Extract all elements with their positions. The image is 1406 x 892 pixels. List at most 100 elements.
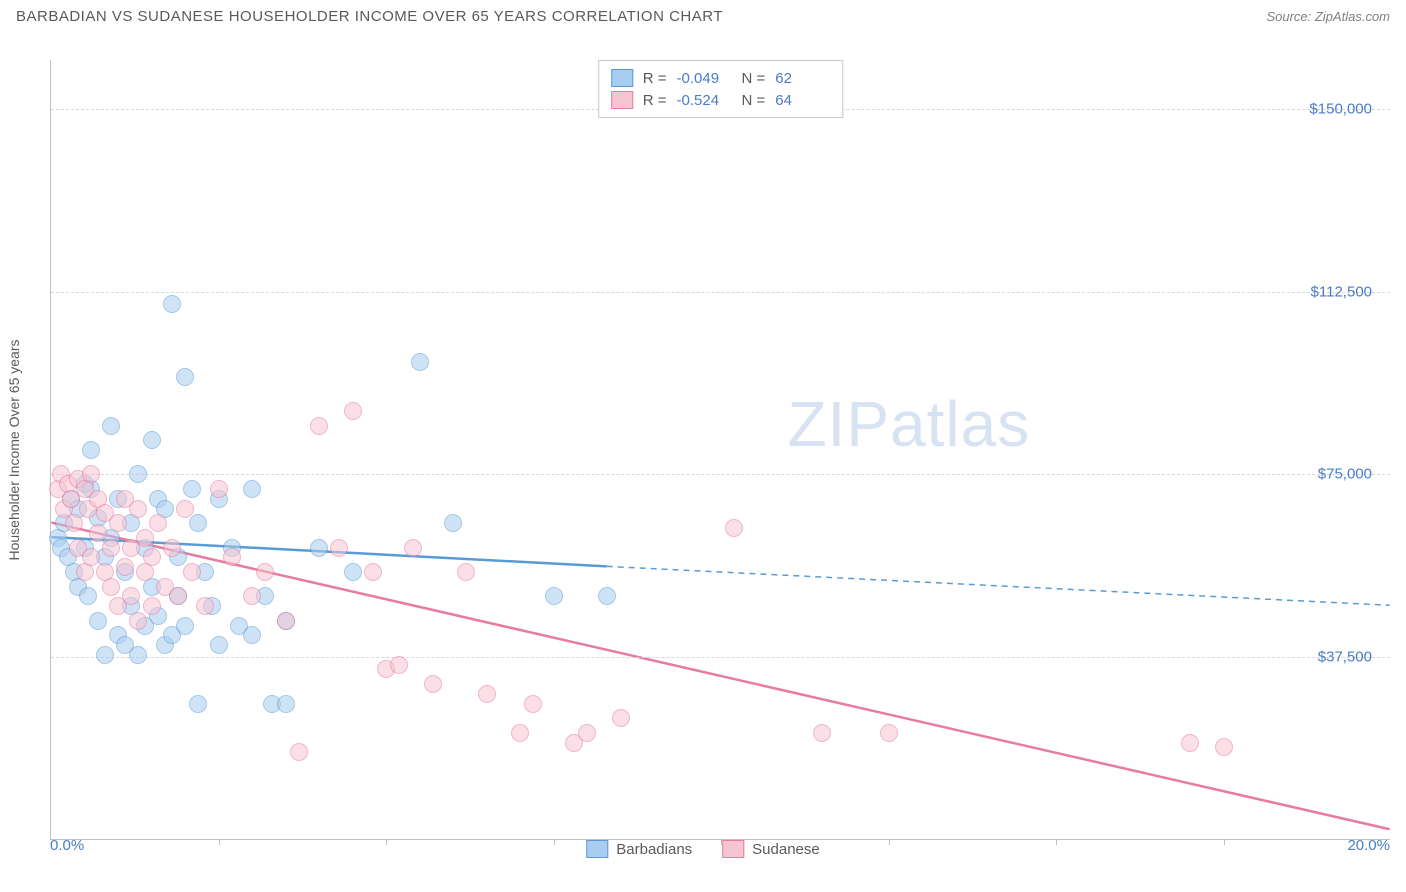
scatter-point	[176, 617, 194, 635]
scatter-point	[169, 587, 187, 605]
legend-swatch	[722, 840, 744, 858]
legend-swatch	[611, 69, 633, 87]
ytick-label: $75,000	[1318, 466, 1372, 483]
n-label: N =	[742, 92, 766, 109]
scatter-point	[89, 524, 107, 542]
plot-area: ZIPatlas R =-0.049N =62R =-0.524N =64 $3…	[50, 60, 1390, 840]
scatter-point	[129, 500, 147, 518]
series-name: Barbadians	[616, 841, 692, 858]
scatter-point	[176, 500, 194, 518]
scatter-point	[143, 431, 161, 449]
xtick	[1056, 839, 1057, 845]
xtick-label: 0.0%	[50, 837, 84, 854]
scatter-point	[79, 587, 97, 605]
scatter-point	[256, 563, 274, 581]
scatter-point	[189, 514, 207, 532]
scatter-point	[725, 519, 743, 537]
scatter-point	[183, 480, 201, 498]
scatter-point	[478, 685, 496, 703]
scatter-point	[598, 587, 616, 605]
r-value: -0.049	[677, 70, 732, 87]
trend-lines	[51, 60, 1390, 839]
ytick-label: $150,000	[1309, 100, 1372, 117]
scatter-point	[290, 743, 308, 761]
scatter-point	[411, 353, 429, 371]
scatter-point	[116, 558, 134, 576]
scatter-point	[1215, 738, 1233, 756]
chart-title: BARBADIAN VS SUDANESE HOUSEHOLDER INCOME…	[16, 8, 723, 25]
scatter-point	[102, 417, 120, 435]
series-legend-item: Barbadians	[586, 840, 692, 858]
scatter-point	[310, 417, 328, 435]
scatter-point	[102, 539, 120, 557]
scatter-point	[129, 646, 147, 664]
scatter-point	[511, 724, 529, 742]
scatter-point	[612, 709, 630, 727]
scatter-point	[129, 465, 147, 483]
scatter-point	[243, 480, 261, 498]
series-legend-item: Sudanese	[722, 840, 820, 858]
gridline	[51, 292, 1390, 293]
scatter-point	[163, 539, 181, 557]
scatter-point	[143, 548, 161, 566]
scatter-point	[163, 295, 181, 313]
scatter-point	[102, 578, 120, 596]
stats-legend-row: R = -0.524 N = 64	[611, 89, 831, 111]
scatter-point	[444, 514, 462, 532]
scatter-point	[457, 563, 475, 581]
chart-container: Householder Income Over 65 years ZIPatla…	[0, 40, 1406, 860]
scatter-point	[210, 480, 228, 498]
scatter-point	[143, 597, 161, 615]
watermark: ZIPatlas	[787, 387, 1030, 461]
scatter-point	[330, 539, 348, 557]
scatter-point	[129, 612, 147, 630]
scatter-point	[210, 636, 228, 654]
n-label: N =	[742, 70, 766, 87]
scatter-point	[183, 563, 201, 581]
xtick	[554, 839, 555, 845]
legend-swatch	[611, 91, 633, 109]
scatter-point	[109, 514, 127, 532]
scatter-point	[545, 587, 563, 605]
scatter-point	[524, 695, 542, 713]
xtick	[889, 839, 890, 845]
scatter-point	[424, 675, 442, 693]
r-label: R =	[643, 70, 667, 87]
scatter-point	[880, 724, 898, 742]
scatter-point	[176, 368, 194, 386]
scatter-point	[243, 587, 261, 605]
y-axis-label: Householder Income Over 65 years	[6, 340, 22, 561]
stats-legend: R =-0.049N =62R =-0.524N =64	[598, 60, 844, 118]
scatter-point	[344, 563, 362, 581]
xtick-label: 20.0%	[1347, 837, 1390, 854]
scatter-point	[1181, 734, 1199, 752]
scatter-point	[277, 612, 295, 630]
scatter-point	[364, 563, 382, 581]
r-label: R =	[643, 92, 667, 109]
scatter-point	[96, 646, 114, 664]
scatter-point	[65, 514, 83, 532]
scatter-point	[310, 539, 328, 557]
scatter-point	[404, 539, 422, 557]
scatter-point	[82, 548, 100, 566]
scatter-point	[813, 724, 831, 742]
series-name: Sudanese	[752, 841, 820, 858]
scatter-point	[196, 597, 214, 615]
scatter-point	[89, 612, 107, 630]
series-legend: Barbadians Sudanese	[586, 840, 819, 858]
stats-legend-row: R =-0.049N =62	[611, 67, 831, 89]
scatter-point	[136, 529, 154, 547]
scatter-point	[243, 626, 261, 644]
source-label: Source: ZipAtlas.com	[1266, 9, 1390, 24]
scatter-point	[122, 587, 140, 605]
xtick	[386, 839, 387, 845]
scatter-point	[344, 402, 362, 420]
gridline	[51, 657, 1390, 658]
ytick-label: $37,500	[1318, 649, 1372, 666]
scatter-point	[277, 695, 295, 713]
r-value: -0.524	[677, 92, 732, 109]
scatter-point	[390, 656, 408, 674]
scatter-point	[578, 724, 596, 742]
xtick	[1224, 839, 1225, 845]
n-value: 64	[775, 92, 830, 109]
